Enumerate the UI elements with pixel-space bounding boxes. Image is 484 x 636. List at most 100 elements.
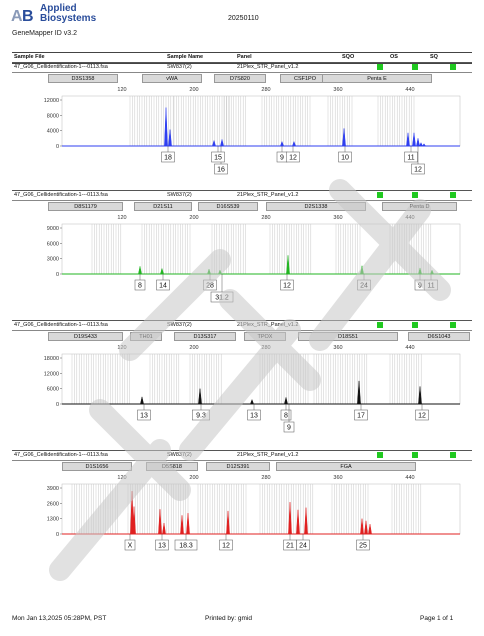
y-tick-label: 3000	[47, 257, 59, 263]
trace-peak	[296, 509, 300, 535]
trace-peak	[360, 518, 364, 535]
size-scale-label: 120	[117, 215, 126, 221]
allele-call-label: 9	[418, 283, 422, 290]
allele-call-label: 18	[164, 155, 172, 162]
allele-call-label: 12	[414, 167, 422, 174]
allele-call-label: 9.3	[196, 413, 206, 420]
y-tick-label: 12000	[44, 371, 59, 377]
allele-call-box	[124, 539, 136, 551]
allele-call-box	[211, 151, 225, 163]
trace-peak	[412, 132, 416, 147]
brand-line1: Applied	[40, 3, 77, 14]
locus-bar-d12s391: D12S391	[206, 462, 270, 471]
y-tick-label: 18000	[44, 356, 59, 362]
allele-call-box	[174, 539, 198, 551]
trace-peak	[250, 398, 254, 405]
trace-peak	[288, 502, 292, 535]
software-version: GeneMapper ID v3.2	[12, 30, 77, 37]
trace-peak	[198, 388, 202, 405]
y-tick-label: 6000	[47, 241, 59, 247]
allele-call-box	[156, 279, 170, 291]
allele-call-box	[356, 539, 370, 551]
locus-bar-d3s1358: D3S1358	[48, 74, 118, 83]
trace-peak	[168, 129, 172, 147]
footer-timestamp: Mon Jan 13,2025 05:28PM, PST	[12, 615, 107, 622]
y-tick-label: 4000	[47, 129, 59, 135]
trace-peak	[364, 520, 368, 535]
svg-text:A: A	[11, 8, 23, 24]
allele-call-label: X	[128, 543, 133, 550]
allele-call-label: 9	[287, 425, 291, 432]
panel-sample: SW837(2)	[167, 64, 192, 70]
y-tick-label: 2600	[47, 501, 59, 507]
locus-bar-penta-e: Penta E	[322, 74, 432, 83]
sample-panel-2: 47_G06_Cellidentification-1---0113.fsa SW…	[12, 190, 472, 211]
allele-call-box	[338, 151, 352, 163]
status-indicator	[412, 452, 418, 458]
trace-peak	[292, 140, 296, 147]
size-scale-label: 360	[333, 345, 342, 351]
panel-panel: 21Plex_STR_Panel_v1.2	[237, 64, 299, 70]
locus-bar-d21s11: D21S11	[134, 202, 192, 211]
trace-peak	[422, 143, 426, 147]
allele-call-label: 24	[299, 543, 307, 550]
panel-file: 47_G06_Cellidentification-1---0113.fsa	[14, 192, 108, 198]
allele-call-box	[411, 163, 425, 175]
brand-line2: Biosystems	[40, 13, 97, 24]
status-indicator	[377, 192, 383, 198]
locus-bar-d13s317: D13S317	[174, 332, 236, 341]
allele-call-box	[280, 409, 292, 421]
allele-call-label: 18.3	[179, 543, 193, 550]
watermark-overlay	[49, 179, 451, 581]
applied-biosystems-logo-icon: A B	[10, 6, 38, 24]
col-panel: Panel	[237, 54, 252, 60]
panel-info-row: 47_G06_Cellidentification-1---0113.fsa SW…	[12, 63, 472, 73]
size-scale-label: 360	[333, 475, 342, 481]
locus-bar-d16s539: D16S539	[198, 202, 258, 211]
trace-peak	[342, 128, 346, 147]
size-scale-label: 360	[333, 215, 342, 221]
col-sqo: SQO	[342, 54, 355, 60]
trace-peak	[186, 513, 190, 535]
size-scale-label: 200	[189, 345, 198, 351]
trace-peak	[220, 139, 224, 147]
panel-panel: 21Plex_STR_Panel_v1.2	[237, 452, 299, 458]
y-tick-label: 0	[56, 532, 59, 538]
trace-peak	[406, 132, 410, 147]
size-scale-label: 200	[189, 215, 198, 221]
size-scale-label: 280	[261, 215, 270, 221]
panel-info-row: 47_G06_Cellidentification-1---0113.fsa SW…	[12, 191, 472, 201]
allele-call-box	[404, 151, 418, 163]
locus-bar-d7s820: D7S820	[214, 74, 266, 83]
size-scale-label: 120	[117, 87, 126, 93]
panel-sample: SW837(2)	[167, 192, 192, 198]
allele-call-box	[137, 409, 151, 421]
y-tick-label: 9000	[47, 226, 59, 232]
allele-call-label: 14	[159, 283, 167, 290]
trace-peak	[419, 142, 423, 147]
status-indicator	[450, 322, 456, 328]
trace-peak	[280, 140, 284, 147]
allele-call-box	[415, 409, 429, 421]
trace-peak	[284, 397, 288, 405]
panel-file: 47_G06_Cellidentification-1---0113.fsa	[14, 64, 108, 70]
locus-bar-vwa: vWA	[142, 74, 202, 83]
size-scale-label: 440	[405, 475, 414, 481]
allele-call-label: 25	[359, 543, 367, 550]
allele-call-box	[214, 163, 228, 175]
panel-info-row: 47_G06_Cellidentification-1---0113.fsa SW…	[12, 451, 472, 461]
trace-peak	[132, 506, 136, 535]
trace-peak	[304, 507, 308, 535]
size-scale-label: 200	[189, 87, 198, 93]
allele-call-label: 12	[222, 543, 230, 550]
status-indicator	[450, 192, 456, 198]
allele-call-box	[286, 151, 300, 163]
y-tick-label: 3900	[47, 486, 59, 492]
y-tick-label: 0	[56, 144, 59, 150]
trace-peak	[226, 510, 230, 535]
trace-peak	[164, 107, 168, 147]
allele-call-box	[161, 151, 175, 163]
locus-bar-d8s1179: D8S1179	[48, 202, 123, 211]
allele-call-box	[354, 409, 368, 421]
allele-call-label: 12	[289, 155, 297, 162]
